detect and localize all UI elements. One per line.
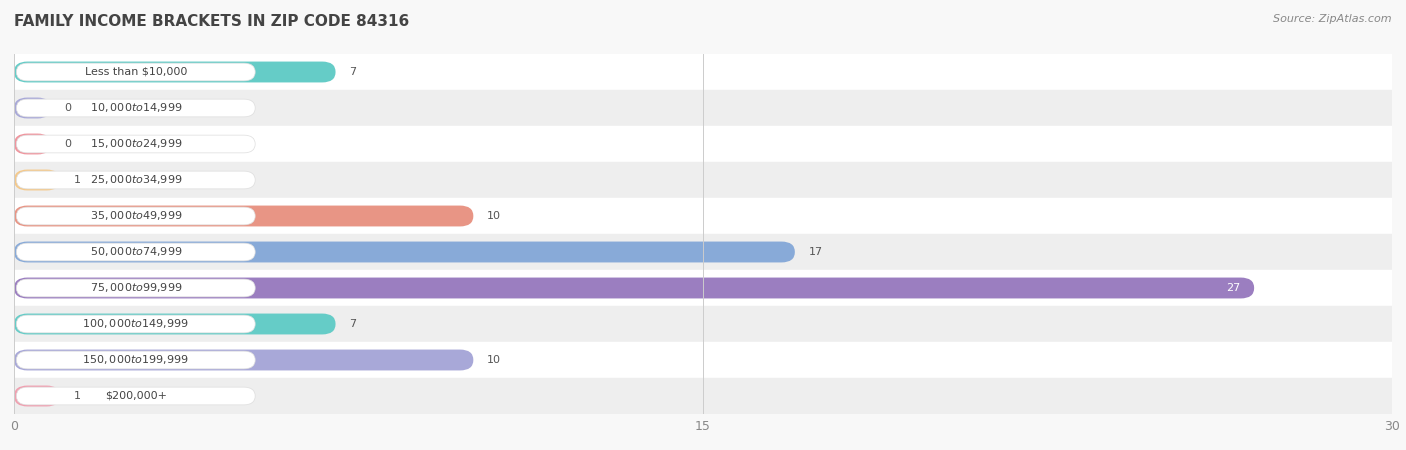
Bar bbox=[14, 378, 1392, 414]
Text: 1: 1 bbox=[73, 175, 80, 185]
FancyBboxPatch shape bbox=[14, 206, 474, 226]
Bar bbox=[14, 198, 1392, 234]
Text: $10,000 to $14,999: $10,000 to $14,999 bbox=[90, 102, 181, 114]
Text: 27: 27 bbox=[1226, 283, 1240, 293]
FancyBboxPatch shape bbox=[14, 386, 60, 406]
Text: 0: 0 bbox=[65, 139, 72, 149]
FancyBboxPatch shape bbox=[17, 315, 256, 333]
Bar bbox=[14, 306, 1392, 342]
Text: $15,000 to $24,999: $15,000 to $24,999 bbox=[90, 138, 181, 150]
FancyBboxPatch shape bbox=[17, 279, 256, 297]
Bar bbox=[14, 162, 1392, 198]
Bar bbox=[14, 90, 1392, 126]
Text: $35,000 to $49,999: $35,000 to $49,999 bbox=[90, 210, 181, 222]
Text: 10: 10 bbox=[486, 355, 501, 365]
FancyBboxPatch shape bbox=[17, 387, 256, 405]
FancyBboxPatch shape bbox=[14, 62, 336, 82]
FancyBboxPatch shape bbox=[17, 243, 256, 261]
Text: 7: 7 bbox=[349, 319, 357, 329]
Text: 0: 0 bbox=[65, 103, 72, 113]
Bar bbox=[14, 342, 1392, 378]
Text: $100,000 to $149,999: $100,000 to $149,999 bbox=[83, 318, 188, 330]
Text: 17: 17 bbox=[808, 247, 823, 257]
FancyBboxPatch shape bbox=[14, 98, 51, 118]
FancyBboxPatch shape bbox=[14, 278, 1254, 298]
FancyBboxPatch shape bbox=[17, 207, 256, 225]
Text: 1: 1 bbox=[73, 391, 80, 401]
Text: $150,000 to $199,999: $150,000 to $199,999 bbox=[83, 354, 188, 366]
FancyBboxPatch shape bbox=[14, 170, 60, 190]
Text: 10: 10 bbox=[486, 211, 501, 221]
Text: FAMILY INCOME BRACKETS IN ZIP CODE 84316: FAMILY INCOME BRACKETS IN ZIP CODE 84316 bbox=[14, 14, 409, 28]
Bar bbox=[14, 126, 1392, 162]
FancyBboxPatch shape bbox=[17, 63, 256, 81]
Bar bbox=[14, 54, 1392, 90]
FancyBboxPatch shape bbox=[17, 351, 256, 369]
FancyBboxPatch shape bbox=[17, 135, 256, 153]
Bar bbox=[14, 234, 1392, 270]
Text: Less than $10,000: Less than $10,000 bbox=[84, 67, 187, 77]
Text: $75,000 to $99,999: $75,000 to $99,999 bbox=[90, 282, 181, 294]
Text: $25,000 to $34,999: $25,000 to $34,999 bbox=[90, 174, 181, 186]
FancyBboxPatch shape bbox=[14, 314, 336, 334]
FancyBboxPatch shape bbox=[14, 350, 474, 370]
Text: $50,000 to $74,999: $50,000 to $74,999 bbox=[90, 246, 181, 258]
Text: Source: ZipAtlas.com: Source: ZipAtlas.com bbox=[1274, 14, 1392, 23]
Bar bbox=[14, 270, 1392, 306]
Text: 7: 7 bbox=[349, 67, 357, 77]
FancyBboxPatch shape bbox=[14, 242, 794, 262]
FancyBboxPatch shape bbox=[17, 99, 256, 117]
FancyBboxPatch shape bbox=[14, 134, 51, 154]
FancyBboxPatch shape bbox=[17, 171, 256, 189]
Text: $200,000+: $200,000+ bbox=[105, 391, 167, 401]
